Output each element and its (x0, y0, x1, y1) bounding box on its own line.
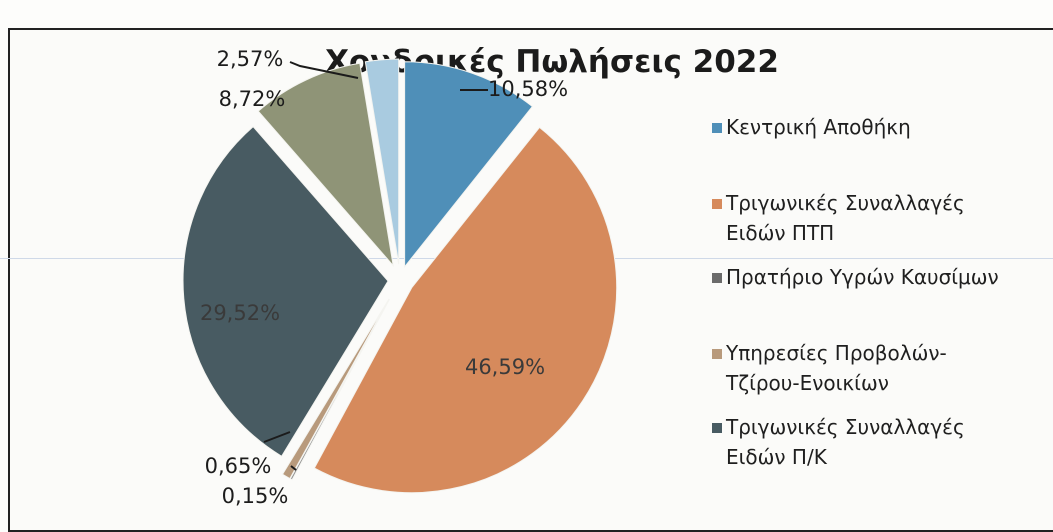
leader-line (290, 465, 297, 471)
legend-swatch (712, 423, 722, 433)
pie-chart: Χονδρικές Πωλήσεις 2022 10,58% 46,59% 0,15… (182, 44, 779, 508)
chart-title: Χονδρικές Πωλήσεις 2022 (325, 44, 779, 80)
legend-item: Κεντρική Αποθήκη (712, 112, 1042, 142)
legend-swatch (712, 273, 722, 283)
legend-swatch (712, 349, 722, 359)
pie-slice (257, 62, 394, 268)
legend-label: Κεντρική Αποθήκη (726, 115, 911, 139)
slice-value-label: 2,57% (217, 47, 284, 71)
legend-swatch (712, 199, 722, 209)
slice-value-label: 29,52% (200, 301, 280, 325)
pie-slice (404, 61, 534, 269)
slice-value-label: 0,15% (222, 484, 289, 508)
pie-slice (313, 126, 618, 494)
legend-swatch (712, 123, 722, 133)
pie-slice (182, 125, 389, 457)
slice-value-label: 0,65% (205, 454, 272, 478)
legend-label: Υπηρεσίες Προβολών- Τζίρου-Ενοικίων (726, 341, 947, 395)
legend-item: Πρατήριο Υγρών Καυσίμων (712, 262, 1042, 292)
slice-value-label: 8,72% (219, 87, 286, 111)
slice-value-label: 10,58% (488, 77, 568, 101)
legend-item: Τριγωνικές Συναλλαγές Ειδών ΠΤΠ (712, 188, 1042, 248)
legend-item: Τριγωνικές Συναλλαγές Ειδών Π/Κ (712, 412, 1042, 472)
legend-label: Πρατήριο Υγρών Καυσίμων (726, 265, 999, 289)
leader-line (263, 431, 291, 443)
slice-value-label: 46,59% (465, 355, 545, 379)
legend-item: Υπηρεσίες Προβολών- Τζίρου-Ενοικίων (712, 338, 1042, 398)
pie-slice (281, 298, 390, 480)
pie-slice (289, 299, 390, 481)
pie-slice (364, 58, 400, 265)
legend-label: Τριγωνικές Συναλλαγές Ειδών ΠΤΠ (726, 191, 965, 245)
legend-label: Τριγωνικές Συναλλαγές Ειδών Π/Κ (726, 415, 965, 469)
leader-line (289, 61, 359, 79)
